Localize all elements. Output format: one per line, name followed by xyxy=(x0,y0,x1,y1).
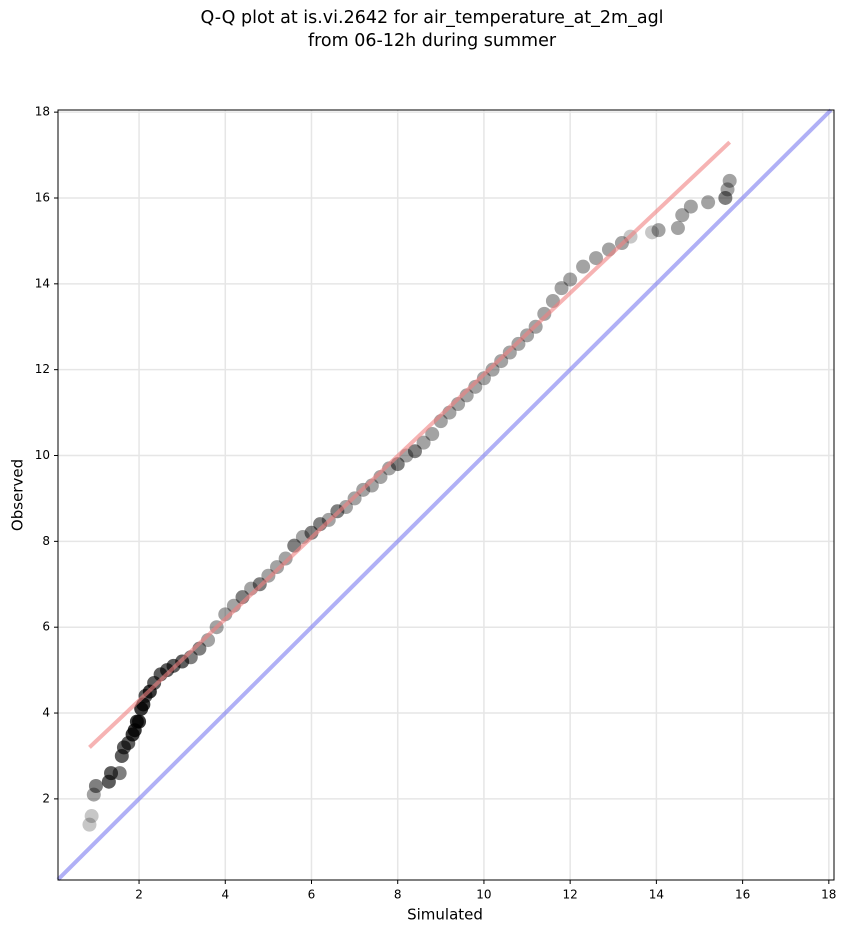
point xyxy=(701,195,716,210)
y-tick-label: 14 xyxy=(35,276,50,290)
y-tick-label: 18 xyxy=(35,105,50,119)
identity-line xyxy=(56,108,833,881)
point xyxy=(82,817,97,832)
point xyxy=(84,809,99,824)
point xyxy=(683,199,698,214)
x-tick-label: 16 xyxy=(735,888,750,902)
y-tick-label: 6 xyxy=(42,620,50,634)
point xyxy=(563,272,578,287)
x-tick-label: 4 xyxy=(221,888,229,902)
x-tick-label: 18 xyxy=(821,888,836,902)
point xyxy=(278,551,293,566)
point xyxy=(675,208,690,223)
plot-frame xyxy=(57,109,835,881)
point xyxy=(416,435,431,450)
point xyxy=(554,281,569,296)
chart-title: Q-Q plot at is.vi.2642 for air_temperatu… xyxy=(200,8,663,28)
fit-line xyxy=(88,140,732,749)
point xyxy=(722,173,737,188)
point xyxy=(112,766,127,781)
point xyxy=(718,190,733,205)
point xyxy=(88,779,103,794)
x-tick-label: 12 xyxy=(563,888,578,902)
point xyxy=(720,182,735,197)
y-tick-label: 2 xyxy=(42,791,50,805)
point xyxy=(425,427,440,442)
point xyxy=(645,225,660,240)
point xyxy=(485,362,500,377)
point xyxy=(576,259,591,274)
point xyxy=(670,221,685,236)
y-tick-label: 8 xyxy=(42,534,50,548)
y-tick-label: 10 xyxy=(35,448,50,462)
point xyxy=(270,560,285,575)
x-tick-label: 8 xyxy=(394,888,402,902)
y-tick-label: 16 xyxy=(35,190,50,204)
y-axis-label: Observed xyxy=(9,459,27,531)
point xyxy=(651,223,666,238)
y-tick-label: 12 xyxy=(35,362,50,376)
point xyxy=(407,444,422,459)
point xyxy=(537,306,552,321)
chart-subtitle: from 06-12h during summer xyxy=(308,31,557,51)
x-tick-label: 14 xyxy=(649,888,664,902)
x-axis-label: Simulated xyxy=(407,906,483,924)
x-tick-label: 10 xyxy=(476,888,491,902)
x-tick-label: 6 xyxy=(308,888,316,902)
point xyxy=(476,371,491,386)
y-tick-label: 4 xyxy=(42,706,50,720)
x-tick-label: 2 xyxy=(135,888,143,902)
point xyxy=(589,251,604,266)
point xyxy=(132,714,147,729)
